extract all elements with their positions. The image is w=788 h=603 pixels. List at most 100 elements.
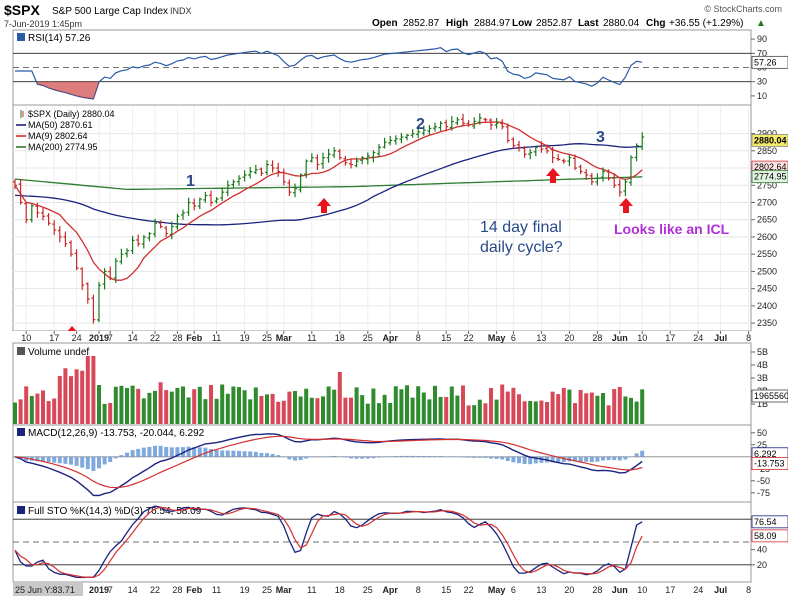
volume-bar [343,397,348,424]
volume-last-tag [751,389,788,403]
bottom-x-tick-label: 28 [592,585,602,595]
volume-bar [427,399,432,424]
macd-histogram-bar [304,456,309,459]
price-bars [13,113,645,324]
macd-label: MACD(12,26,9) -13.753, -20.044, 6.292 [28,428,205,439]
volume-bar [377,403,381,424]
price-bar [293,183,297,198]
macd-histogram-bar [584,456,589,462]
volume-bar [410,397,415,424]
price-bar [197,197,202,210]
macd-histogram-bar [388,456,393,457]
rsi-legend-swatch-icon [17,33,25,41]
volume-bar [629,397,633,424]
right-scales: 9070503010290028502800275027002650260025… [751,34,788,570]
bottom-x-tick-label: Apr [382,585,398,595]
macd-histogram-bar [147,446,152,457]
volume-bar [181,386,185,424]
x-tick-label: Jun [612,333,628,343]
price-bar [52,220,57,236]
volume-tick-label: 4B [757,360,768,370]
macd-histogram-bar [477,456,482,458]
price-bar [253,164,258,175]
macd-histogram-bar [421,455,426,457]
volume-bar [113,386,118,424]
price-bar [349,158,353,169]
volume-bar [354,387,359,424]
rsi-tick-label: 70 [757,48,767,58]
macd-histogram-bar [438,456,443,457]
price-bar [57,226,62,243]
sto-tick-label: 40 [757,545,767,555]
price-bar [97,281,101,323]
volume-bar [91,356,96,424]
price-bar [461,113,465,127]
symbol-title: $SPX [4,2,40,18]
macd-histogram-bar [209,449,213,457]
ma9-line [14,121,643,281]
macd-histogram-bar [399,455,404,457]
macd-histogram-bar [231,450,236,457]
volume-bar [483,403,488,424]
price-bar [393,135,398,145]
price-bar [91,294,96,324]
volume-bar [360,395,365,424]
price-bar [175,213,180,230]
price-tick-label: 2400 [757,301,777,311]
x-tick-label: Feb [186,333,203,343]
price-bar [74,249,79,271]
macd-histogram-bar [321,456,325,458]
price-legend-item: MA(200) 2774.95 [28,142,98,152]
macd-histogram-bar [405,455,409,457]
macd-histogram-bar [175,447,180,457]
bottom-x-tick-label: May [488,585,506,595]
volume-bar [349,397,353,424]
price-bar [405,133,409,141]
volume-panel: Volume undef [13,347,645,424]
macd-tick-label: 50 [757,428,767,438]
volume-bar [57,375,62,424]
macd-histogram-bar [371,456,376,459]
ma50-line [14,143,643,226]
sto-k-tag [751,515,788,529]
low-value: 2852.87 [536,18,573,29]
price-bar [634,143,639,162]
price-bar [561,158,566,164]
wave-1-label: 1 [186,173,195,190]
macd-value-tag-text: 6.292 [754,449,777,459]
bottom-x-tick-label: Jun [612,585,628,595]
price-bar [141,235,146,249]
volume-bar [253,387,258,424]
x-tick-label: 24 [693,333,703,343]
price-bar [321,152,325,169]
macd-histogram-bar [164,446,169,457]
price-bar [214,197,219,204]
price-bar [102,268,107,290]
macd-histogram-bar [623,456,628,460]
macd-histogram-bar [427,456,432,457]
price-bar [539,141,544,153]
macd-legend-swatch-icon [17,428,25,436]
macd-histogram-bar [276,455,281,457]
macd-histogram-bar [500,456,505,460]
price-bar [511,137,516,149]
volume-bar [97,385,101,424]
macd-histogram-bar [281,456,286,458]
volume-bar [371,388,376,424]
x-tick-label: 14 [128,333,138,343]
macd-histogram-bar [298,456,303,461]
macd-histogram-bar [46,456,51,463]
price-bar [332,147,337,158]
volume-bar [399,389,404,424]
price-legend-item: $SPX (Daily) 2880.04 [28,109,115,119]
price-bar [500,119,505,130]
x-tick-label: 28 [592,333,602,343]
macd-histogram-bar [617,456,622,461]
volume-bar [13,402,17,424]
macd-histogram-bar [169,447,174,457]
rsi-legend: RSI(14) 57.26 [17,33,91,44]
price-bar [573,154,577,171]
macd-histogram-bar [181,447,185,457]
